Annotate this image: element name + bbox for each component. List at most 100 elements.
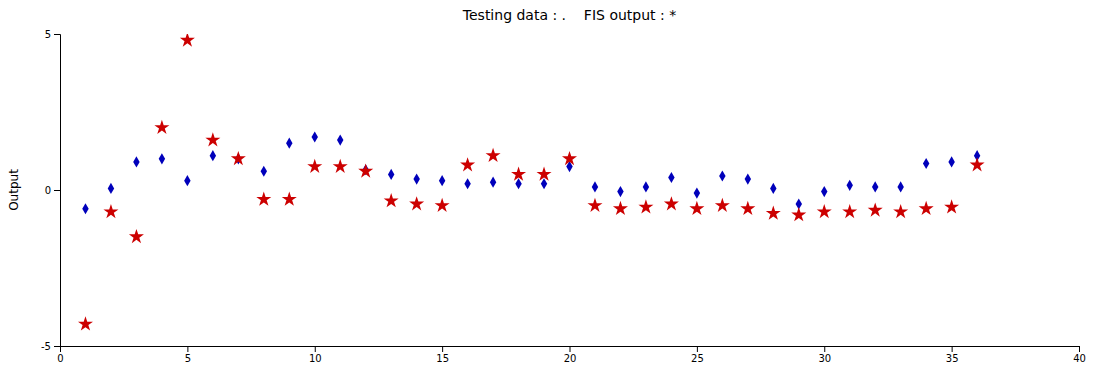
point [638, 199, 653, 213]
point [770, 183, 776, 194]
point [740, 201, 755, 215]
point [791, 207, 806, 221]
point [541, 178, 547, 189]
tick-mark [54, 190, 60, 191]
tick: 10 [309, 346, 322, 364]
point [537, 167, 552, 181]
series-1 [78, 34, 985, 331]
tick-mark [1079, 346, 1080, 352]
point [511, 167, 526, 181]
tick: -5 [41, 341, 60, 352]
tick: 35 [946, 346, 959, 364]
point [337, 134, 343, 145]
point [286, 138, 292, 149]
point [897, 181, 903, 192]
point [715, 198, 730, 212]
axis-line [61, 347, 1080, 353]
tick: 20 [564, 346, 577, 364]
y-axis: -5 0 5 [41, 29, 60, 352]
tick: 15 [436, 346, 449, 364]
point [205, 132, 220, 146]
point [180, 34, 195, 47]
plot-area: 0 5 10 15 20 25 30 35 40 -5 0 5 [41, 29, 1086, 364]
tick: 5 [45, 29, 60, 40]
tick: 40 [1073, 346, 1086, 364]
point [460, 157, 475, 171]
tick: 5 [185, 346, 191, 364]
point [668, 172, 674, 183]
series-0 [82, 131, 980, 214]
tick-mark [54, 346, 60, 347]
tick-label: -5 [41, 341, 51, 352]
point [587, 198, 602, 212]
tick-label: 20 [564, 353, 577, 364]
point [592, 181, 598, 192]
point [515, 178, 521, 189]
point [103, 204, 118, 218]
point [358, 163, 373, 177]
point [893, 204, 908, 218]
point [210, 150, 216, 161]
point [256, 191, 271, 205]
point [817, 204, 832, 218]
point [333, 159, 348, 173]
chart: 0 5 10 15 20 25 30 35 40 -5 0 5 Testing data : . FIS… [0, 0, 1103, 378]
point [154, 120, 169, 134]
point [384, 193, 399, 207]
point [490, 177, 496, 188]
point [129, 229, 144, 243]
tick-label: 35 [946, 353, 959, 364]
point [435, 198, 450, 212]
title: Testing data : . FIS output : * [462, 7, 676, 23]
point [766, 206, 781, 220]
point [613, 201, 628, 215]
point [821, 186, 827, 197]
point [307, 159, 322, 173]
point [868, 202, 883, 216]
tick-mark [570, 346, 571, 352]
tick-label: 10 [309, 353, 322, 364]
tick: 25 [691, 346, 704, 364]
point [159, 153, 165, 164]
point [312, 131, 318, 142]
point [923, 158, 929, 169]
point [282, 191, 297, 205]
point [694, 188, 700, 199]
point [719, 170, 725, 181]
tick-label: 0 [57, 353, 63, 364]
x-axis: 0 5 10 15 20 25 30 35 40 [57, 346, 1086, 364]
axis-line [54, 35, 61, 347]
tick-mark [315, 346, 316, 352]
point [388, 169, 394, 180]
point [970, 157, 985, 171]
tick-mark [442, 346, 443, 352]
tick-label: 5 [45, 29, 51, 40]
y-axis-title: Output [7, 169, 21, 211]
tick-mark [824, 346, 825, 352]
point [261, 166, 267, 177]
tick: 0 [45, 185, 60, 196]
tick-label: 15 [436, 353, 449, 364]
point [231, 151, 246, 165]
marks [78, 34, 985, 331]
point [847, 180, 853, 191]
point [133, 156, 139, 167]
tick-label: 0 [45, 185, 51, 196]
point [689, 201, 704, 215]
point [617, 186, 623, 197]
point [464, 178, 470, 189]
point [643, 181, 649, 192]
point [562, 151, 577, 165]
point [664, 196, 679, 210]
tick: 0 [57, 346, 63, 364]
point [78, 316, 93, 330]
point [944, 199, 959, 213]
tick-label: 25 [691, 353, 704, 364]
tick-mark [187, 346, 188, 352]
tick: 30 [818, 346, 831, 364]
point [842, 204, 857, 218]
tick-mark [54, 34, 60, 35]
tick-label: 5 [185, 353, 191, 364]
point [413, 173, 419, 184]
point [184, 175, 190, 186]
